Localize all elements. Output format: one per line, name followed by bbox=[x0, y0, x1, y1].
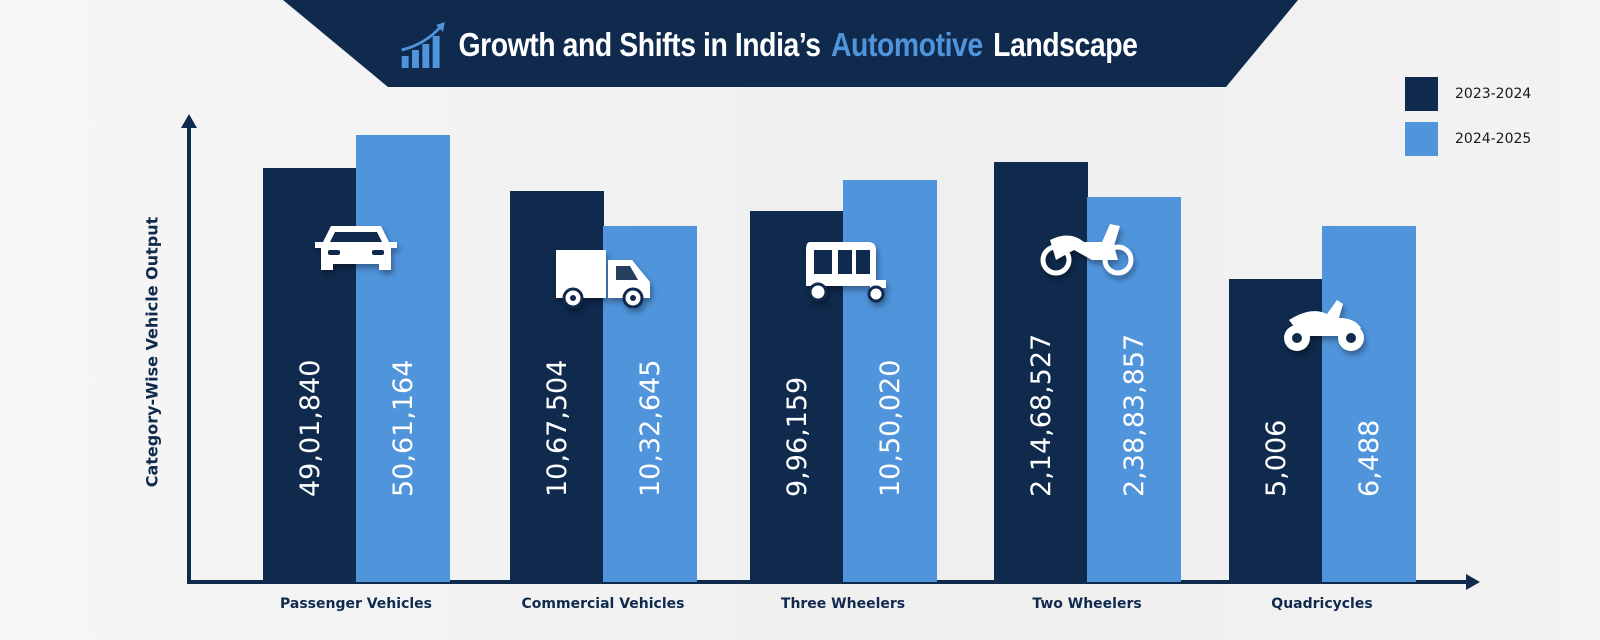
bar-value-label: 6,488 bbox=[1354, 419, 1385, 497]
category-label: Quadricycles bbox=[1271, 596, 1373, 612]
truck-icon bbox=[556, 250, 652, 312]
title-part1: Growth and Shifts in India’s bbox=[458, 26, 821, 63]
title-part2: Landscape bbox=[993, 26, 1138, 63]
y-axis-label: Category-Wise Vehicle Output bbox=[142, 216, 162, 488]
auto-rickshaw-icon bbox=[804, 240, 886, 308]
bar-value-label: 50,61,164 bbox=[388, 359, 419, 497]
legend-swatch-2023 bbox=[1405, 77, 1438, 111]
title-banner bbox=[283, 0, 1298, 87]
car-icon bbox=[313, 222, 399, 276]
category-label: Commercial Vehicles bbox=[521, 596, 685, 612]
bar-2023-2024: 2,14,68,527 bbox=[994, 162, 1088, 582]
bar-value-label: 2,14,68,527 bbox=[1026, 333, 1057, 497]
legend-item-2023: 2023-2024 bbox=[1405, 77, 1531, 111]
quad-bike-icon bbox=[1281, 296, 1367, 358]
bar-2024-2025: 6,488 bbox=[1322, 226, 1416, 582]
growth-chart-icon bbox=[401, 22, 445, 68]
legend-swatch-2024 bbox=[1405, 122, 1438, 156]
legend-label: 2024-2025 bbox=[1455, 131, 1532, 147]
y-axis bbox=[187, 124, 191, 584]
bar-value-label: 49,01,840 bbox=[295, 359, 326, 497]
bar-value-label: 10,50,020 bbox=[875, 359, 906, 497]
bar-value-label: 5,006 bbox=[1261, 419, 1292, 497]
legend-label: 2023-2024 bbox=[1455, 86, 1532, 102]
category-label: Three Wheelers bbox=[780, 596, 906, 612]
legend-item-2024: 2024-2025 bbox=[1405, 122, 1531, 156]
x-axis bbox=[187, 580, 1469, 584]
title-highlight: Automotive bbox=[830, 26, 983, 63]
bar-value-label: 9,96,159 bbox=[782, 376, 813, 497]
y-axis-arrow bbox=[181, 114, 197, 128]
bar-value-label: 10,32,645 bbox=[635, 359, 666, 497]
bar-2024-2025: 50,61,164 bbox=[356, 135, 450, 582]
category-label: Two Wheelers bbox=[1032, 596, 1142, 612]
bar-value-label: 10,67,504 bbox=[542, 359, 573, 497]
chart-title: Growth and Shifts in India’s Automotive … bbox=[400, 22, 1138, 68]
category-label: Passenger Vehicles bbox=[279, 596, 432, 612]
bar-value-label: 2,38,83,857 bbox=[1119, 333, 1150, 497]
x-axis-arrow bbox=[1466, 574, 1480, 590]
motorcycle-icon bbox=[1040, 220, 1134, 280]
